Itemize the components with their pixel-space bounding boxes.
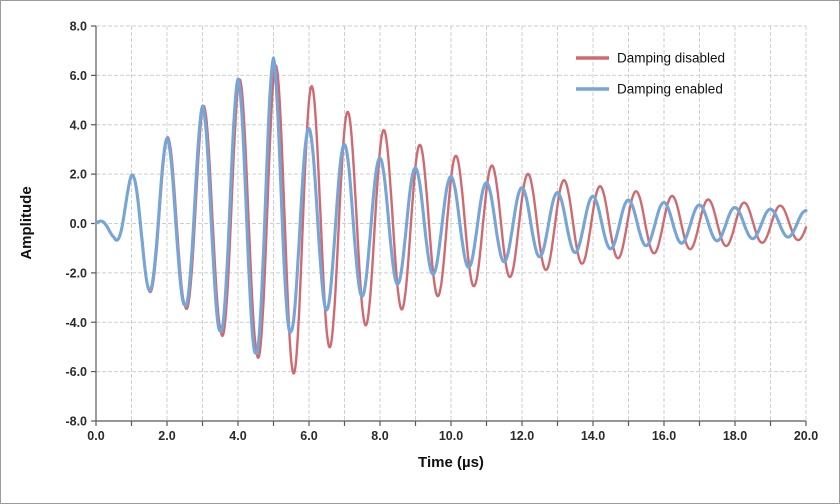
legend: Damping disabled Damping enabled [576,51,725,97]
legend-label-damping-disabled: Damping disabled [617,51,725,66]
x-tick-label: 18.0 [723,429,747,443]
x-tick-label: 6.0 [300,429,317,443]
y-tick-label: 2.0 [70,168,87,182]
series-line-damping-enabled [94,56,808,356]
x-tick-label: 20.0 [794,429,818,443]
y-axis-title: Amplitude [18,186,35,259]
x-tick-label: 14.0 [581,429,605,443]
y-tick-label: -4.0 [65,316,87,330]
y-tick-label: -6.0 [65,365,87,379]
x-axis-title: Time (µs) [418,454,484,471]
plot-area: 0.0 2.0 4.0 6.0 8.0 10.0 12.0 14.0 16.0 18.0 20.0 -… [65,20,818,444]
x-tick-label: 2.0 [158,429,175,443]
y-tick-label: 6.0 [70,69,87,83]
y-tick-label: -2.0 [65,266,87,280]
legend-label-damping-enabled: Damping enabled [617,82,723,97]
x-tick-label: 0.0 [87,429,104,443]
y-tick-label: 4.0 [70,118,87,132]
y-tick-label: 8.0 [70,20,87,34]
y-tick-label: -8.0 [65,415,87,429]
x-tick-label: 4.0 [229,429,246,443]
y-tick-label: 0.0 [70,217,87,231]
x-tick-label: 12.0 [510,429,534,443]
x-tick-label: 16.0 [652,429,676,443]
x-tick-label: 8.0 [371,429,388,443]
x-tick-label: 10.0 [439,429,463,443]
